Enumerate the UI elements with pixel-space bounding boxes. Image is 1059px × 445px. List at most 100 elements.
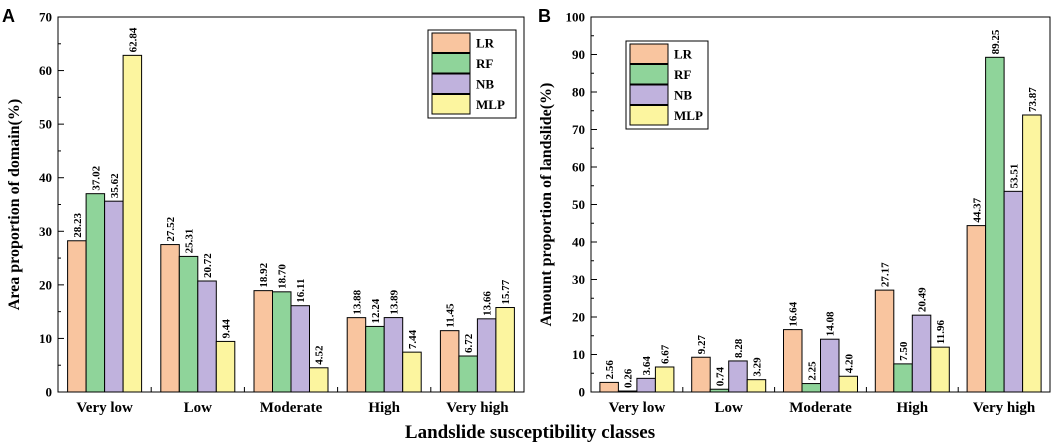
panel-b-chart: B Amount proportion of landslide(%) 0 10 2… bbox=[538, 6, 1051, 416]
legend-swatch-nb bbox=[629, 84, 669, 105]
panel-b-letter: B bbox=[538, 6, 551, 26]
data-label: 35.62 bbox=[109, 173, 121, 198]
legend-label-nb: NB bbox=[674, 87, 692, 102]
category-label: Very high bbox=[973, 400, 1036, 416]
panel-a-chart: A Area proportion of domain(%) 0 10 20 30 40… bbox=[2, 6, 525, 416]
data-label: 27.52 bbox=[165, 216, 177, 241]
bar-rf bbox=[365, 325, 385, 393]
data-label: 53.51 bbox=[1008, 164, 1020, 189]
bar-lr bbox=[966, 225, 987, 393]
data-label: 8.28 bbox=[733, 338, 745, 358]
y-tick-label: 30 bbox=[39, 224, 52, 239]
data-label: 89.25 bbox=[990, 29, 1002, 54]
bar-rf bbox=[801, 383, 821, 393]
data-label: 20.49 bbox=[917, 287, 929, 312]
data-label: 2.56 bbox=[604, 360, 616, 380]
bar-lr bbox=[160, 244, 180, 393]
panel-a-legend: LR RF NB MLP bbox=[427, 29, 517, 119]
bar-rf bbox=[985, 56, 1005, 393]
legend-swatch-mlp bbox=[629, 105, 669, 126]
y-tick-label: 40 bbox=[572, 235, 585, 250]
data-label: 27.17 bbox=[880, 262, 892, 287]
data-label: 6.67 bbox=[660, 344, 672, 364]
legend-swatch-nb bbox=[431, 73, 471, 94]
category-label: Very high bbox=[446, 400, 509, 416]
data-label: 62.84 bbox=[127, 27, 139, 52]
data-label: 73.87 bbox=[1027, 87, 1039, 112]
bar-lr bbox=[346, 317, 367, 393]
data-label: 13.88 bbox=[351, 289, 363, 314]
category-label: Moderate bbox=[789, 400, 852, 416]
data-label: 14.08 bbox=[825, 311, 837, 336]
bar-rf bbox=[458, 355, 478, 393]
bar-nb bbox=[476, 318, 497, 393]
y-tick-label: 20 bbox=[572, 310, 585, 325]
data-label: 13.89 bbox=[388, 289, 400, 314]
panel-a-category-labels: Very low Low Moderate High Very high bbox=[76, 387, 509, 416]
panel-b-data-labels: 2.56 9.27 16.64 27.17 44.37 0.26 0.74 2.25 7.50 8… bbox=[604, 29, 1039, 388]
y-tick-label: 70 bbox=[39, 10, 52, 25]
category-label: Low bbox=[715, 400, 744, 416]
data-label: 0.26 bbox=[623, 368, 635, 388]
data-label: 16.11 bbox=[295, 279, 307, 303]
bar-rf bbox=[85, 193, 106, 393]
legend-swatch-mlp bbox=[431, 94, 471, 115]
bar-lr bbox=[439, 330, 460, 393]
bar-mlp bbox=[838, 375, 858, 393]
data-label: 12.24 bbox=[370, 298, 382, 323]
data-label: 9.44 bbox=[221, 319, 233, 339]
legend-label-nb: NB bbox=[476, 76, 494, 91]
y-tick-label: 20 bbox=[39, 277, 52, 292]
data-label: 28.23 bbox=[72, 213, 84, 238]
bar-rf bbox=[178, 255, 199, 393]
bar-lr bbox=[599, 381, 619, 393]
legend-swatch-lr bbox=[431, 32, 471, 53]
bar-lr bbox=[67, 240, 87, 393]
data-label: 4.20 bbox=[843, 354, 855, 374]
bar-nb bbox=[104, 200, 124, 393]
bar-nb bbox=[820, 338, 840, 393]
panel-b-bars bbox=[599, 56, 1042, 393]
y-tick-label: 70 bbox=[572, 122, 585, 137]
legend-label-lr: LR bbox=[476, 35, 495, 50]
bar-lr bbox=[783, 329, 803, 393]
data-label: 25.31 bbox=[184, 229, 196, 254]
legend-label-mlp: MLP bbox=[674, 108, 703, 123]
data-label: 7.44 bbox=[407, 329, 419, 349]
y-tick-label: 60 bbox=[572, 160, 585, 175]
bar-mlp bbox=[122, 54, 143, 393]
y-tick-label: 0 bbox=[579, 385, 586, 400]
data-label: 16.64 bbox=[788, 301, 800, 326]
data-label: 20.72 bbox=[202, 253, 214, 278]
panel-a-plot-frame bbox=[57, 16, 525, 393]
category-label: High bbox=[896, 400, 928, 416]
bar-nb bbox=[383, 317, 404, 393]
bar-nb bbox=[197, 280, 217, 393]
bar-mlp bbox=[1022, 114, 1042, 393]
legend-label-mlp: MLP bbox=[476, 97, 505, 112]
shared-x-axis-label: Landslide susceptibility classes bbox=[405, 422, 655, 443]
panel-a-y-ticks: 0 10 20 30 40 50 60 70 bbox=[39, 10, 64, 400]
legend-label-rf: RF bbox=[674, 67, 691, 82]
bar-rf bbox=[893, 363, 913, 393]
data-label: 3.64 bbox=[641, 356, 653, 376]
data-label: 15.77 bbox=[500, 279, 512, 304]
bar-mlp bbox=[309, 367, 329, 393]
panel-a-bars bbox=[67, 54, 515, 393]
data-label: 11.45 bbox=[445, 303, 457, 328]
y-tick-label: 0 bbox=[46, 385, 53, 400]
bar-lr bbox=[691, 356, 711, 393]
panel-b-plot-frame bbox=[590, 16, 1051, 393]
data-label: 7.50 bbox=[898, 341, 910, 361]
bar-lr bbox=[253, 290, 273, 393]
bar-lr bbox=[874, 289, 895, 393]
data-label: 3.29 bbox=[751, 357, 763, 377]
category-label: Very low bbox=[609, 400, 666, 416]
bar-mlp bbox=[402, 351, 422, 393]
legend-swatch-rf bbox=[629, 64, 669, 85]
category-label: Low bbox=[184, 400, 213, 416]
bar-rf bbox=[272, 291, 292, 393]
bar-nb bbox=[911, 314, 932, 393]
bar-mlp bbox=[215, 340, 236, 393]
data-label: 18.92 bbox=[258, 262, 270, 287]
